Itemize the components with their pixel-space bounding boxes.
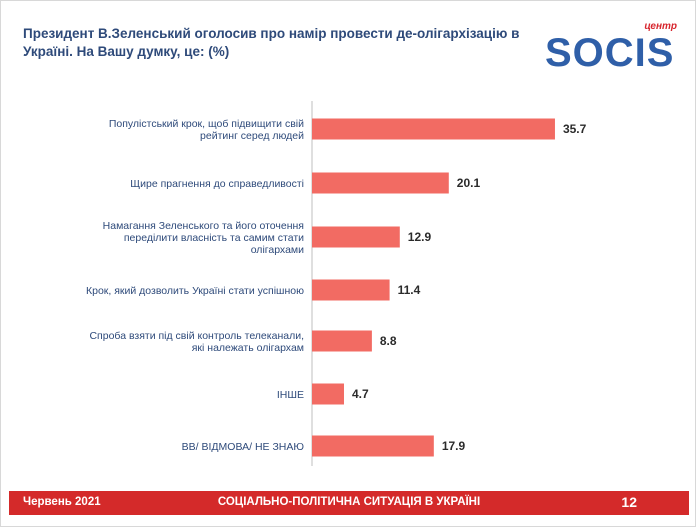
category-label-line: ІНШЕ [277, 389, 304, 401]
category-label-line: Крок, який дозволить Україні стати успіш… [86, 285, 304, 297]
bar [312, 383, 344, 405]
category-label: ІНШЕ [277, 389, 304, 401]
category-label-line: які належать олігархам [192, 342, 304, 354]
bar [312, 435, 434, 457]
bar [312, 226, 400, 248]
value-label: 11.4 [398, 283, 421, 297]
footer-date: Червень 2021 [23, 496, 101, 508]
category-label: Популістський крок, щоб підвищити свій ре… [109, 118, 304, 142]
category-label-line: переділити власність та самим стати [124, 232, 304, 244]
value-label: 17.9 [442, 439, 466, 453]
category-label-line: ВВ/ ВІДМОВА/ НЕ ЗНАЮ [182, 441, 305, 453]
category-label-line: олігархами [251, 244, 304, 256]
footer-bar: Червень 2021 СОЦІАЛЬНО-ПОЛІТИЧНА СИТУАЦІ… [9, 491, 689, 515]
category-label-line: Спроба взяти під свій контроль телеканал… [89, 330, 304, 342]
socis-logo: центр SOCIS [545, 15, 685, 75]
bar [312, 118, 555, 140]
chart-title: Президент В.Зеленський оголосив про намі… [23, 26, 520, 59]
bar [312, 279, 390, 301]
value-label: 8.8 [380, 334, 397, 348]
category-label: Щире прагнення до справедливості [130, 178, 304, 190]
page-number: 12 [621, 494, 637, 510]
bar-chart: 35.7 Популістський крок, щоб підвищити св… [86, 101, 587, 466]
bar [312, 330, 372, 352]
category-label-line: рейтинг серед людей [200, 130, 304, 142]
category-label: Спроба взяти під свій контроль телеканал… [89, 330, 304, 354]
category-label: Крок, який дозволить Україні стати успіш… [86, 285, 304, 297]
value-label: 4.7 [352, 387, 369, 401]
category-label: ВВ/ ВІДМОВА/ НЕ ЗНАЮ [182, 441, 305, 453]
category-label-line: Популістський крок, щоб підвищити свій [109, 118, 304, 130]
logo-word: SOCIS [545, 31, 675, 75]
logo-tag: центр [644, 21, 677, 32]
category-label: Намагання Зеленського та його оточення пе… [103, 220, 304, 256]
footer-title: СОЦІАЛЬНО-ПОЛІТИЧНА СИТУАЦІЯ В УКРАЇНІ [217, 496, 481, 508]
bar [312, 172, 449, 194]
value-label: 12.9 [408, 230, 432, 244]
category-label-line: Щире прагнення до справедливості [130, 178, 304, 190]
value-label: 20.1 [457, 176, 481, 190]
category-label-line: Намагання Зеленського та його оточення [103, 220, 304, 232]
value-label: 35.7 [563, 122, 587, 136]
